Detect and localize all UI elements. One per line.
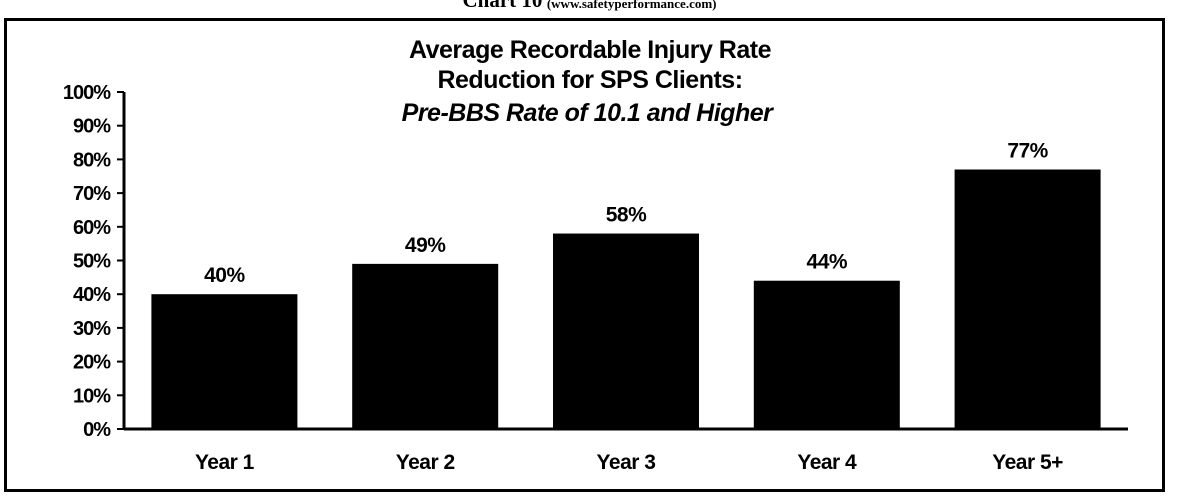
bar-value-label: 49% [405,234,446,257]
y-tick-label: 70% [73,183,111,205]
bar [954,169,1101,429]
bar-value-label: 44% [807,251,848,274]
bar [553,233,699,429]
chart-title-line-1: Average Recordable Injury Rate [409,36,772,64]
data-labels: 40% 49% 58% 44% 77% [204,140,1049,288]
bar-value-label: 40% [204,264,245,287]
y-tick-label: 80% [73,149,111,171]
chart-number: Chart 10 [462,0,543,12]
chart-title: Average Recordable Injury Rate Reduction… [402,36,775,127]
x-axis: Year 1 Year 2 Year 3 Year 4 Year 5+ [124,427,1128,474]
y-tick-label: 0% [83,419,111,441]
y-tick-label: 20% [73,352,111,374]
bars [151,169,1101,429]
page-header: Chart 10 (www.safetyperformance.com) [0,0,1179,14]
y-axis: 0% 10% 20% 30% 40% 50% 60% 70% 80% 90% 100% [63,82,126,441]
bar-value-label: 58% [606,204,647,227]
source-url: (www.safetyperformance.com) [546,0,717,11]
chart-subtitle: Pre-BBS Rate of 10.1 and Higher [402,99,774,127]
bar [753,280,900,429]
y-tick-label: 30% [73,318,111,340]
x-tick-label: Year 5+ [992,451,1063,474]
y-tick-label: 100% [63,82,111,104]
chart-title-line-2: Reduction for SPS Clients: [437,66,742,94]
bar [151,294,298,429]
x-tick-label: Year 1 [195,451,255,474]
x-tick-label: Year 4 [797,451,857,474]
x-tick-label: Year 2 [396,451,455,474]
y-tick-label: 10% [73,385,111,407]
chart-frame [4,18,1165,492]
y-tick-label: 50% [73,251,111,273]
y-tick-label: 90% [73,116,111,138]
bar [352,263,499,429]
y-tick-label: 40% [73,284,111,306]
bar-value-label: 77% [1007,140,1048,163]
x-tick-label: Year 3 [597,451,656,474]
y-tick-label: 60% [73,217,111,239]
